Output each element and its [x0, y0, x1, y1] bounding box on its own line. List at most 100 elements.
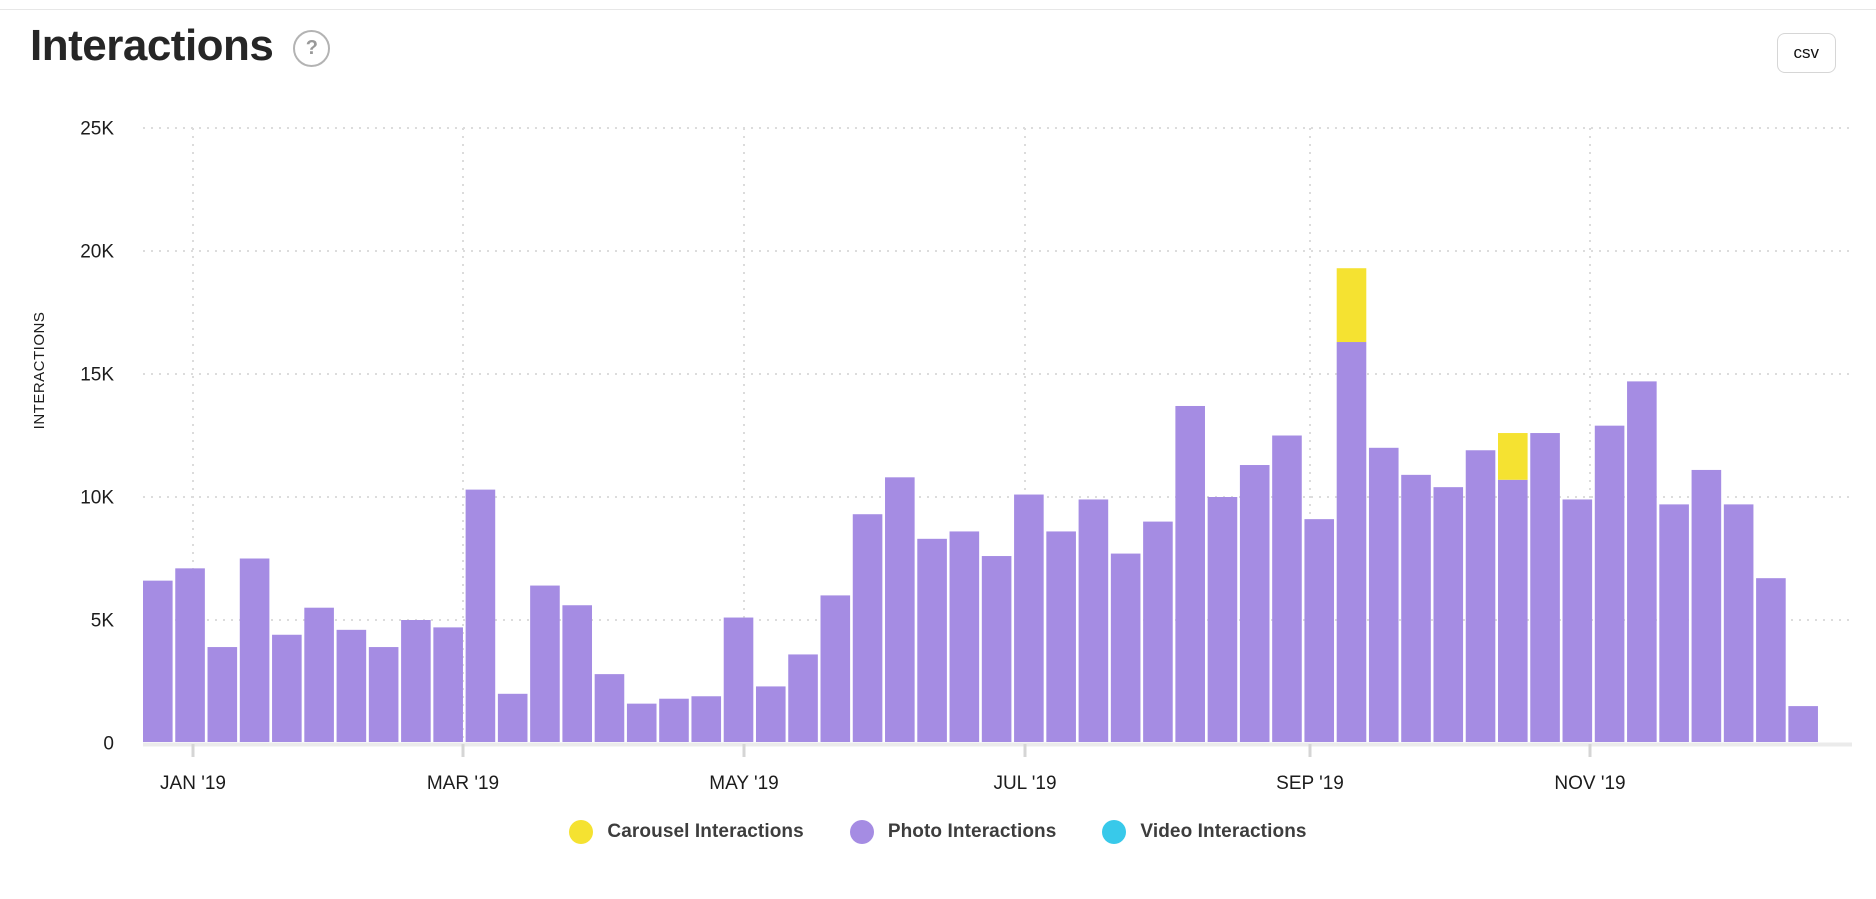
- bar-photo-segment[interactable]: [885, 477, 915, 742]
- bar-photo-segment[interactable]: [1304, 519, 1335, 742]
- bar-week-24[interactable]: [885, 477, 915, 742]
- bar-week-10[interactable]: [433, 627, 463, 742]
- bar-photo-segment[interactable]: [659, 698, 689, 742]
- bar-week-19[interactable]: [723, 617, 754, 742]
- bar-photo-segment[interactable]: [723, 617, 754, 742]
- bar-photo-segment[interactable]: [304, 607, 334, 742]
- bar-week-38[interactable]: [1336, 268, 1367, 742]
- bar-week-8[interactable]: [368, 647, 399, 742]
- bar-week-52[interactable]: [1788, 706, 1818, 742]
- bar-week-26[interactable]: [949, 531, 980, 742]
- bar-photo-segment[interactable]: [207, 647, 238, 742]
- bar-photo-segment[interactable]: [981, 556, 1012, 742]
- bar-photo-segment[interactable]: [433, 627, 463, 742]
- bar-photo-segment[interactable]: [175, 568, 205, 742]
- bar-photo-segment[interactable]: [272, 634, 302, 742]
- bar-week-51[interactable]: [1756, 578, 1786, 742]
- legend-item-video[interactable]: Video Interactions: [1102, 820, 1306, 844]
- bar-week-33[interactable]: [1175, 405, 1205, 742]
- bar-photo-segment[interactable]: [626, 703, 657, 742]
- bar-week-25[interactable]: [917, 538, 947, 742]
- bar-photo-segment[interactable]: [1368, 447, 1399, 742]
- bar-photo-segment[interactable]: [1788, 706, 1818, 742]
- bar-week-1[interactable]: [143, 580, 173, 742]
- bar-photo-segment[interactable]: [755, 686, 786, 742]
- legend-item-photo[interactable]: Photo Interactions: [849, 820, 1057, 844]
- bar-week-46[interactable]: [1594, 425, 1625, 742]
- bar-week-39[interactable]: [1368, 447, 1399, 742]
- bar-week-17[interactable]: [659, 698, 689, 742]
- bar-week-13[interactable]: [530, 585, 560, 742]
- bar-photo-segment[interactable]: [1756, 578, 1786, 742]
- help-icon[interactable]: ?: [293, 29, 331, 67]
- bar-photo-segment[interactable]: [465, 489, 496, 742]
- bar-photo-segment[interactable]: [1433, 487, 1464, 742]
- bar-week-12[interactable]: [497, 693, 528, 742]
- bar-photo-segment[interactable]: [949, 531, 980, 742]
- bar-photo-segment[interactable]: [1498, 479, 1528, 742]
- bar-week-47[interactable]: [1627, 381, 1657, 742]
- bar-week-16[interactable]: [626, 703, 657, 742]
- bar-week-30[interactable]: [1078, 499, 1109, 742]
- bar-photo-segment[interactable]: [820, 595, 851, 742]
- csv-export-button[interactable]: csv: [1776, 33, 1836, 74]
- bar-week-42[interactable]: [1465, 450, 1496, 742]
- bar-week-14[interactable]: [562, 605, 593, 742]
- bar-photo-segment[interactable]: [1659, 504, 1689, 742]
- bar-photo-segment[interactable]: [1723, 504, 1754, 742]
- bar-photo-segment[interactable]: [562, 605, 593, 742]
- bar-week-7[interactable]: [336, 629, 367, 742]
- bar-photo-segment[interactable]: [1562, 499, 1593, 742]
- bar-week-11[interactable]: [465, 489, 496, 742]
- bar-photo-segment[interactable]: [1530, 433, 1560, 742]
- bar-photo-segment[interactable]: [1401, 474, 1431, 742]
- bar-photo-segment[interactable]: [788, 654, 818, 742]
- bar-week-48[interactable]: [1659, 504, 1689, 742]
- bar-photo-segment[interactable]: [1594, 425, 1625, 742]
- bar-week-50[interactable]: [1723, 504, 1754, 742]
- bar-week-43[interactable]: [1498, 433, 1528, 742]
- bar-photo-segment[interactable]: [1143, 521, 1173, 742]
- bar-week-20[interactable]: [755, 686, 786, 742]
- bar-week-5[interactable]: [272, 634, 302, 742]
- bar-photo-segment[interactable]: [1691, 469, 1722, 742]
- bar-photo-segment[interactable]: [530, 585, 560, 742]
- bar-week-31[interactable]: [1110, 553, 1141, 742]
- bar-photo-segment[interactable]: [1207, 497, 1238, 742]
- bar-week-21[interactable]: [788, 654, 818, 742]
- bar-photo-segment[interactable]: [401, 620, 431, 742]
- bar-week-23[interactable]: [852, 514, 883, 742]
- bar-photo-segment[interactable]: [497, 693, 528, 742]
- bar-photo-segment[interactable]: [1110, 553, 1141, 742]
- bar-photo-segment[interactable]: [917, 538, 947, 742]
- bar-carousel-segment[interactable]: [1498, 433, 1528, 480]
- bar-week-44[interactable]: [1530, 433, 1560, 742]
- bar-photo-segment[interactable]: [1272, 435, 1302, 743]
- bar-week-37[interactable]: [1304, 519, 1335, 742]
- bar-photo-segment[interactable]: [1465, 450, 1496, 742]
- bar-week-6[interactable]: [304, 607, 334, 742]
- bar-photo-segment[interactable]: [336, 629, 367, 742]
- bar-week-28[interactable]: [1014, 494, 1044, 742]
- bar-photo-segment[interactable]: [1175, 405, 1205, 742]
- bar-photo-segment[interactable]: [368, 647, 399, 742]
- bar-photo-segment[interactable]: [1078, 499, 1109, 742]
- bar-week-18[interactable]: [691, 696, 722, 742]
- bar-photo-segment[interactable]: [1336, 342, 1367, 742]
- bar-carousel-segment[interactable]: [1336, 268, 1367, 343]
- bar-photo-segment[interactable]: [1627, 381, 1657, 742]
- bar-week-32[interactable]: [1143, 521, 1173, 742]
- bar-photo-segment[interactable]: [143, 580, 173, 742]
- bar-photo-segment[interactable]: [691, 696, 722, 742]
- bar-week-3[interactable]: [207, 647, 238, 742]
- bar-week-49[interactable]: [1691, 469, 1722, 742]
- bar-photo-segment[interactable]: [1239, 465, 1270, 742]
- bar-week-40[interactable]: [1401, 474, 1431, 742]
- bar-week-35[interactable]: [1239, 465, 1270, 742]
- bar-photo-segment[interactable]: [852, 514, 883, 742]
- bar-week-45[interactable]: [1562, 499, 1593, 742]
- bar-week-27[interactable]: [981, 556, 1012, 742]
- bar-week-36[interactable]: [1272, 435, 1302, 743]
- bar-week-34[interactable]: [1207, 497, 1238, 742]
- bar-photo-segment[interactable]: [594, 674, 625, 742]
